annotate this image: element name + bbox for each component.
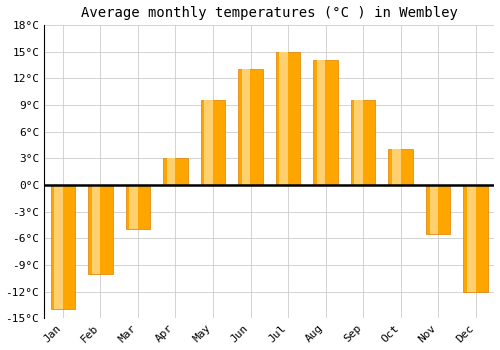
Bar <box>54 185 63 309</box>
Bar <box>130 185 138 229</box>
Bar <box>464 185 488 292</box>
Bar <box>276 51 300 185</box>
Bar <box>354 100 363 185</box>
Bar <box>238 69 262 185</box>
Bar <box>314 61 338 185</box>
Bar <box>467 185 475 292</box>
Title: Average monthly temperatures (°C ) in Wembley: Average monthly temperatures (°C ) in We… <box>81 6 458 20</box>
Bar <box>201 100 225 185</box>
Bar <box>426 185 450 234</box>
Bar <box>392 149 400 185</box>
Bar <box>280 51 288 185</box>
Bar <box>242 69 250 185</box>
Bar <box>50 185 75 309</box>
Bar <box>430 185 438 234</box>
Bar <box>388 149 413 185</box>
Bar <box>167 158 175 185</box>
Bar <box>164 158 188 185</box>
Bar <box>126 185 150 229</box>
Bar <box>317 61 326 185</box>
Bar <box>204 100 213 185</box>
Bar <box>92 185 100 274</box>
Bar <box>88 185 112 274</box>
Bar <box>351 100 376 185</box>
